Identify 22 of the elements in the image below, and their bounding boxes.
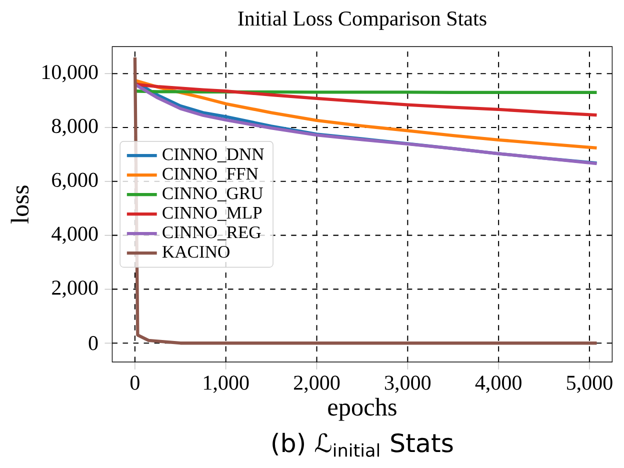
x-tick-label: 3,000 [385,376,431,394]
y-tick-label: 10,000 [42,65,98,82]
x-tick-label: 0 [130,376,140,390]
legend-label: CINNO_FFN [162,168,258,182]
legend-label: CINNO_MLP [162,207,262,221]
y-tick-label: 8,000 [52,118,98,136]
legend-label: KACINO [162,246,230,258]
y-axis-title: loss [10,186,29,224]
y-tick-label: 4,000 [52,226,98,244]
chart-title: Initial Loss Comparison Stats [238,10,486,30]
x-tick-label: 4,000 [475,376,522,394]
legend-label: CINNO_DNN [162,148,264,162]
y-tick-label: 6,000 [52,172,98,190]
y-tick-label: 2,000 [52,280,98,298]
text: (b) ℒ$_{initial}$ Stats [272,432,453,458]
x-tick-label: 1,000 [204,376,249,394]
x-tick-label: 2,000 [294,376,340,394]
legend-label: CINNO_REG [162,226,261,240]
x-axis-title: epochs [328,398,396,421]
y-tick-label: 0 [88,336,98,350]
legend-label: CINNO_GRU [162,188,263,202]
x-tick-label: 5,000 [567,376,612,394]
